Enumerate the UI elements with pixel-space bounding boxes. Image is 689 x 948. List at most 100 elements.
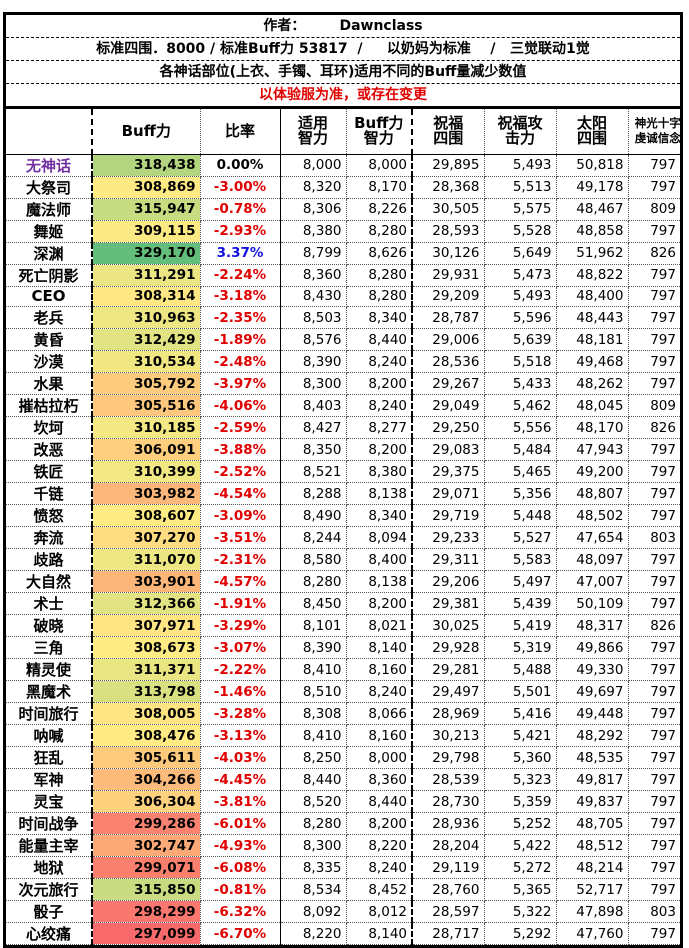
row-name: 术士 <box>6 592 93 616</box>
row-name: 改恶 <box>6 438 93 462</box>
bless-atk-value: 5,448 <box>484 504 557 528</box>
ratio-value: -2.35% <box>200 306 281 330</box>
row-name: 愤怒 <box>6 504 93 528</box>
int-value: 8,427 <box>280 416 347 440</box>
row-name: 魔法师 <box>6 198 93 221</box>
bless-atk-value: 5,292 <box>484 922 557 946</box>
sun-stat-value: 48,502 <box>556 504 629 528</box>
ratio-value: -3.13% <box>200 724 281 748</box>
int-value: 8,308 <box>280 702 347 726</box>
ratio-value: -1.89% <box>200 328 281 352</box>
buff-int-value: 8,220 <box>346 834 413 858</box>
bless-atk-value: 5,488 <box>484 658 557 682</box>
row-name: 黑魔术 <box>6 680 93 704</box>
int-value: 8,403 <box>280 394 347 418</box>
col-header-bless-atk: 祝福攻击力 <box>484 109 557 155</box>
row-name: 深渊 <box>6 242 93 265</box>
ratio-value: 0.00% <box>200 154 281 177</box>
cross-value: 803 <box>628 526 680 550</box>
bless-stat-value: 29,381 <box>412 592 485 616</box>
table-row: 大祭司 308,869 -3.00% 8,320 8,170 28,368 5,513 49,… <box>6 176 680 199</box>
buff-value: 299,286 <box>92 812 201 836</box>
table-row: 舞姬 309,115 -2.93% 8,380 8,280 28,593 5,528 48,8… <box>6 220 680 243</box>
cross-value: 797 <box>628 856 680 880</box>
buff-int-value: 8,240 <box>346 350 413 374</box>
ratio-value: -4.45% <box>200 768 281 792</box>
table-row: 大自然 303,901 -4.57% 8,280 8,138 29,206 5,497 47,… <box>6 570 680 594</box>
buff-int-value: 8,240 <box>346 680 413 704</box>
row-name: 次元旅行 <box>6 878 93 902</box>
table-row: 奔流 307,270 -3.51% 8,244 8,094 29,233 5,527 47,6… <box>6 526 680 550</box>
bless-stat-value: 28,597 <box>412 900 485 924</box>
bless-stat-value: 28,593 <box>412 220 485 243</box>
int-value: 8,288 <box>280 482 347 506</box>
buff-value: 311,371 <box>92 658 201 682</box>
sun-stat-value: 47,760 <box>556 922 629 946</box>
row-name: 水果 <box>6 372 93 396</box>
bless-stat-value: 30,505 <box>412 198 485 221</box>
buff-value: 312,366 <box>92 592 201 616</box>
table-row: 时间战争 299,286 -6.01% 8,280 8,200 28,936 5,252 48… <box>6 812 680 836</box>
buff-value: 308,314 <box>92 286 201 308</box>
bless-atk-value: 5,422 <box>484 834 557 858</box>
row-name: 骰子 <box>6 900 93 924</box>
cross-value: 797 <box>628 680 680 704</box>
sun-stat-value: 49,866 <box>556 636 629 660</box>
buff-int-value: 8,400 <box>346 548 413 572</box>
sun-stat-value: 49,817 <box>556 768 629 792</box>
buff-value: 310,963 <box>92 306 201 330</box>
sun-stat-value: 48,170 <box>556 416 629 440</box>
ratio-value: -6.01% <box>200 812 281 836</box>
cross-value: 797 <box>628 154 680 177</box>
int-value: 8,510 <box>280 680 347 704</box>
sun-stat-value: 48,181 <box>556 328 629 352</box>
cross-value: 797 <box>628 878 680 902</box>
buff-int-value: 8,226 <box>346 198 413 221</box>
ratio-value: -3.97% <box>200 372 281 396</box>
row-name: 大自然 <box>6 570 93 594</box>
int-value: 8,250 <box>280 746 347 770</box>
int-value: 8,244 <box>280 526 347 550</box>
buff-value: 308,673 <box>92 636 201 660</box>
ratio-value: -2.59% <box>200 416 281 440</box>
sun-stat-value: 49,178 <box>556 176 629 199</box>
bless-stat-value: 28,760 <box>412 878 485 902</box>
bless-stat-value: 29,928 <box>412 636 485 660</box>
buff-int-value: 8,440 <box>346 328 413 352</box>
cross-value: 797 <box>628 286 680 308</box>
table-row: 魔法师 315,947 -0.78% 8,306 8,226 30,505 5,575 48,… <box>6 198 680 221</box>
row-name: 能量主宰 <box>6 834 93 858</box>
cross-value: 797 <box>628 504 680 528</box>
buff-value: 315,850 <box>92 878 201 902</box>
table-row: 水果 305,792 -3.97% 8,300 8,200 29,267 5,433 48,2… <box>6 372 680 396</box>
bless-atk-value: 5,501 <box>484 680 557 704</box>
author-row: 作者： Dawnclass <box>6 15 680 38</box>
buff-int-value: 8,280 <box>346 286 413 308</box>
table-row: 术士 312,366 -1.91% 8,450 8,200 29,381 5,439 50,1… <box>6 592 680 616</box>
sun-stat-value: 48,045 <box>556 394 629 418</box>
int-value: 8,390 <box>280 636 347 660</box>
bless-atk-value: 5,433 <box>484 372 557 396</box>
bless-atk-value: 5,596 <box>484 306 557 330</box>
row-name: 灵宝 <box>6 790 93 814</box>
ratio-value: -3.07% <box>200 636 281 660</box>
buff-value: 310,534 <box>92 350 201 374</box>
bless-stat-value: 29,119 <box>412 856 485 880</box>
sun-stat-value: 47,007 <box>556 570 629 594</box>
bless-stat-value: 29,281 <box>412 658 485 682</box>
row-name: 三角 <box>6 636 93 660</box>
sun-stat-value: 48,292 <box>556 724 629 748</box>
ratio-value: -3.51% <box>200 526 281 550</box>
bless-atk-value: 5,365 <box>484 878 557 902</box>
int-value: 8,799 <box>280 242 347 265</box>
buff-int-value: 8,000 <box>346 154 413 177</box>
table-row: 愤怒 308,607 -3.09% 8,490 8,340 29,719 5,448 48,5… <box>6 504 680 528</box>
row-name: 舞姬 <box>6 220 93 243</box>
buff-int-value: 8,170 <box>346 176 413 199</box>
table-row: 破晓 307,971 -3.29% 8,101 8,021 30,025 5,419 48,3… <box>6 614 680 638</box>
ratio-value: -3.28% <box>200 702 281 726</box>
table-row: 黄昏 312,429 -1.89% 8,576 8,440 29,006 5,639 48,1… <box>6 328 680 352</box>
sun-stat-value: 47,654 <box>556 526 629 550</box>
row-name: 老兵 <box>6 306 93 330</box>
cross-value: 797 <box>628 636 680 660</box>
